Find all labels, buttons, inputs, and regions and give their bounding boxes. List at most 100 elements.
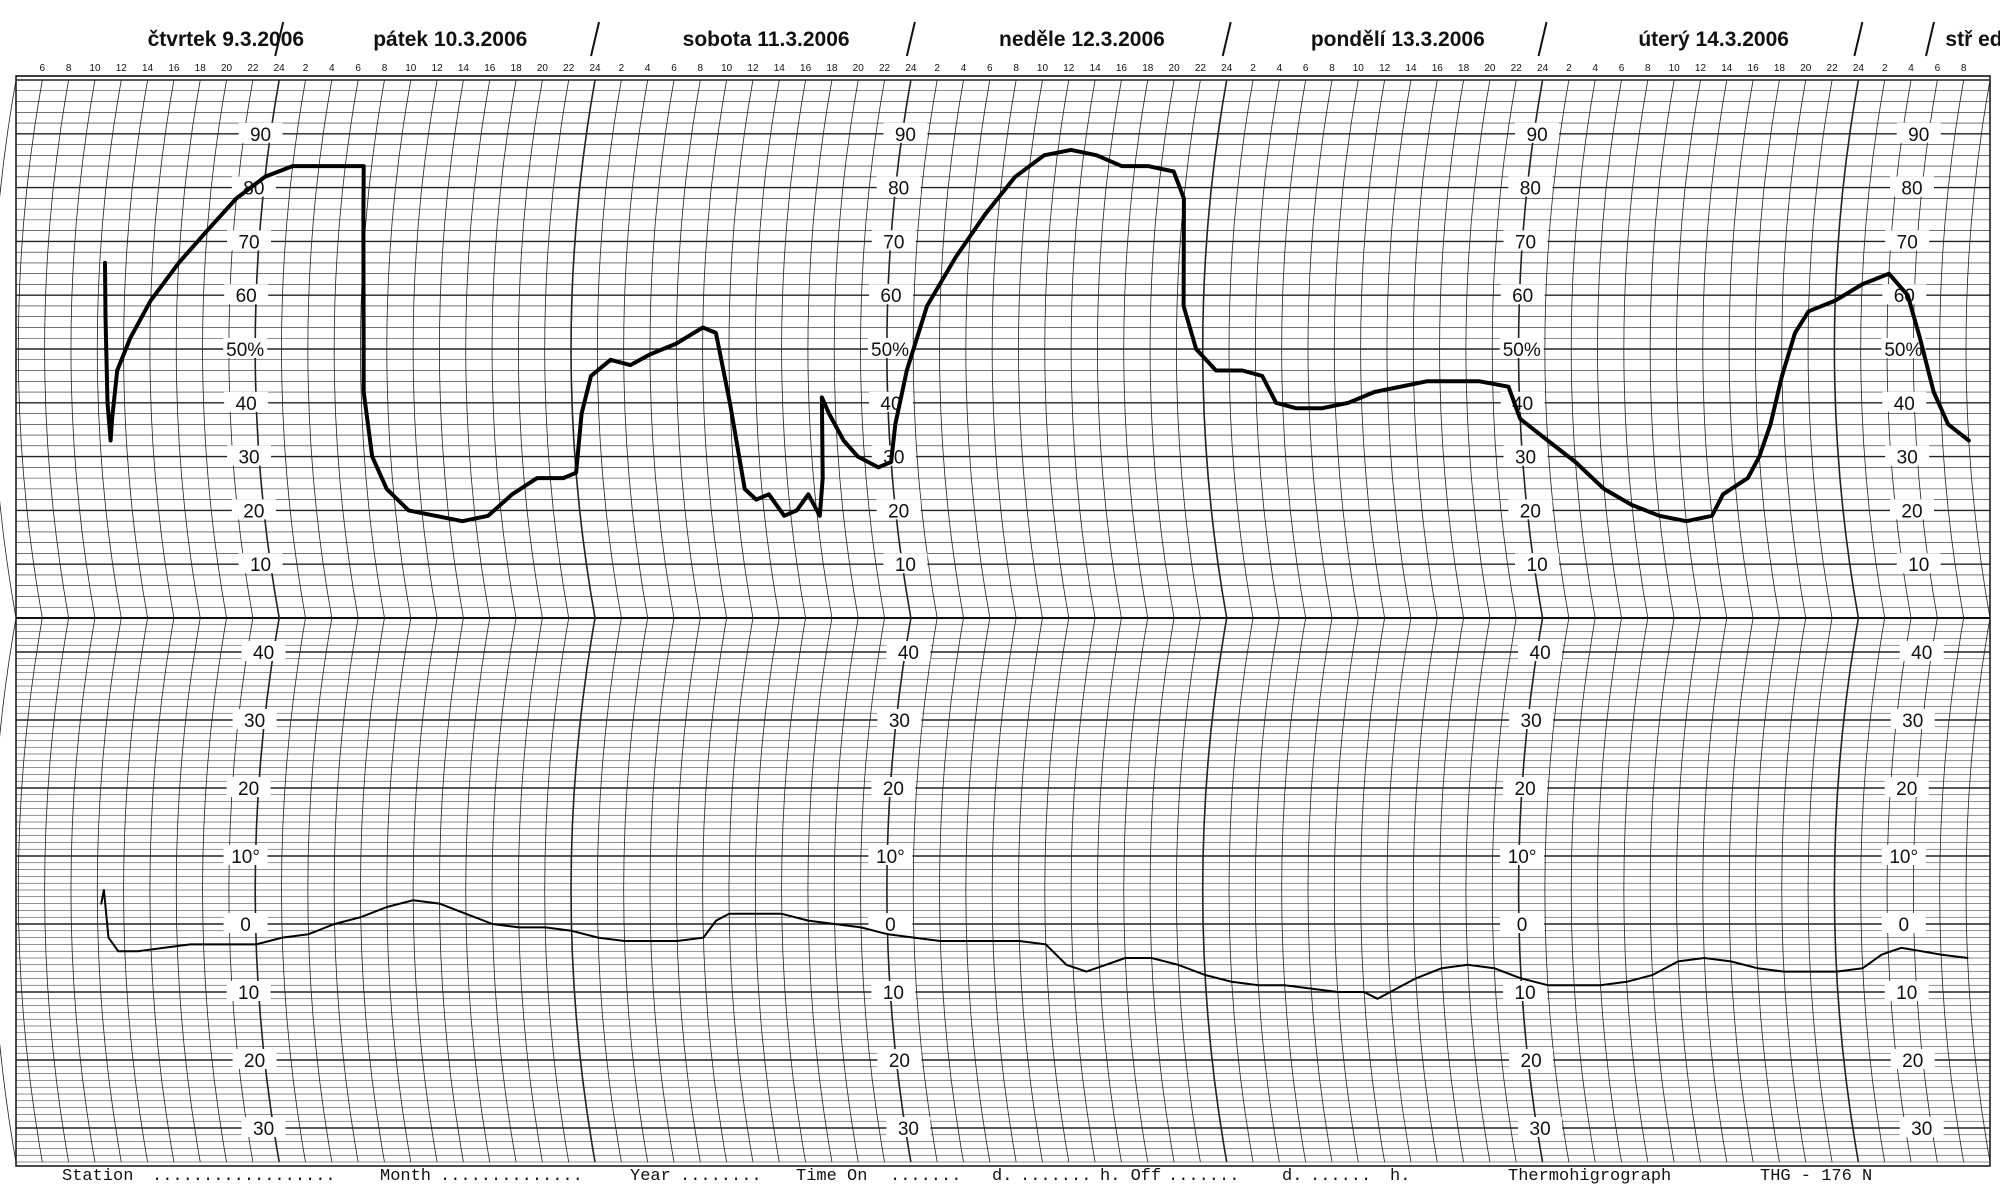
time-arc-humidity bbox=[544, 79, 570, 619]
time-arc-temperature bbox=[44, 617, 70, 1163]
time-arc-temperature bbox=[781, 617, 806, 1163]
humidity-trace-point bbox=[575, 472, 577, 474]
day-label: stř eda 15.3.2006 bbox=[1945, 28, 2000, 51]
hour-tick-label: 6 bbox=[40, 63, 46, 74]
temperature-trace-point bbox=[1703, 957, 1705, 959]
hour-tick-label: 20 bbox=[537, 63, 549, 74]
humidity-trace-point bbox=[821, 396, 823, 398]
hour-tick-label: 8 bbox=[698, 63, 704, 74]
scale-label-bg bbox=[231, 499, 276, 520]
temperature-trace-point bbox=[571, 930, 573, 932]
time-arc-temperature bbox=[1228, 617, 1254, 1163]
time-arc-temperature bbox=[281, 617, 306, 1163]
humidity-trace-point bbox=[487, 515, 489, 517]
time-arc-temperature bbox=[228, 617, 254, 1163]
time-arc-humidity bbox=[675, 79, 701, 619]
footer-dots-1: .................. bbox=[152, 1167, 336, 1186]
time-arc-temperature bbox=[1939, 617, 1965, 1163]
humidity-trace-point bbox=[906, 369, 908, 372]
temperature-trace-point bbox=[913, 937, 915, 939]
scale-label-bg bbox=[869, 284, 913, 305]
scale-label-bg bbox=[883, 553, 928, 574]
humidity-trace-point bbox=[768, 493, 770, 495]
humidity-trace-point bbox=[1603, 488, 1605, 490]
time-arc-humidity bbox=[360, 79, 385, 619]
humidity-scale-label: 90 bbox=[1908, 125, 1929, 146]
hour-tick-label: 14 bbox=[774, 63, 786, 74]
temperature-trace-point bbox=[886, 933, 889, 935]
scale-label-bg bbox=[1508, 176, 1553, 197]
temperature-scale-label: 0 bbox=[885, 915, 896, 936]
hour-tick-label: 2 bbox=[619, 63, 625, 74]
time-arc-humidity bbox=[1281, 79, 1307, 619]
scale-label-bg bbox=[1500, 913, 1545, 933]
day-separator bbox=[274, 21, 285, 57]
hour-tick-label: 8 bbox=[1961, 63, 1967, 74]
hour-tick-label: 20 bbox=[221, 63, 233, 74]
hour-tick-label: 18 bbox=[1142, 63, 1154, 74]
hour-tick-label: 18 bbox=[826, 63, 838, 74]
humidity-scale-label: 40 bbox=[236, 394, 257, 415]
humidity-trace-point bbox=[1147, 165, 1149, 167]
temperature-trace-point bbox=[1415, 977, 1417, 980]
humidity-scale-label: 90 bbox=[1527, 125, 1548, 146]
scale-label-bg bbox=[223, 338, 268, 358]
time-arc-temperature bbox=[1254, 617, 1280, 1163]
day-label: úterý 14.3.2006 bbox=[1638, 28, 1789, 51]
time-arc-temperature bbox=[439, 617, 464, 1163]
time-arc-humidity bbox=[1860, 79, 1886, 619]
hour-tick-label: 14 bbox=[142, 63, 154, 74]
hour-tick-row: 6 8 10 12 14 16 18 20 22 24 2 4 6 8 10 12 14 16 18 20 22 24 2 4… bbox=[16, 63, 1990, 77]
temperature-scale-label: 40 bbox=[253, 643, 274, 664]
temperature-trace-point bbox=[807, 920, 809, 922]
hour-tick-label: 2 bbox=[303, 63, 309, 74]
humidity-trace-point bbox=[1373, 391, 1375, 393]
scale-label-bg bbox=[241, 1117, 286, 1137]
temperature-trace-point bbox=[137, 950, 139, 952]
time-arc-temperature bbox=[965, 617, 991, 1163]
time-arc-humidity bbox=[833, 79, 859, 619]
humidity-trace-point bbox=[675, 343, 677, 345]
temperature-trace-point bbox=[1626, 981, 1628, 983]
hour-tick-label: 16 bbox=[1748, 63, 1760, 74]
scale-label-bg bbox=[241, 641, 286, 661]
time-arc-temperature bbox=[1860, 617, 1886, 1163]
day-label: pátek 10.3.2006 bbox=[373, 28, 527, 51]
hour-tick-label: 10 bbox=[1669, 63, 1681, 74]
time-arc-temperature bbox=[1544, 617, 1570, 1163]
humidity-scale-label: 80 bbox=[1901, 179, 1922, 200]
humidity-scale-label: 20 bbox=[243, 501, 264, 522]
hour-tick-label: 18 bbox=[511, 63, 523, 74]
temperature-trace-point bbox=[1809, 971, 1811, 973]
time-arc-temperature bbox=[1807, 617, 1833, 1163]
humidity-scale-label: 70 bbox=[238, 232, 259, 253]
scale-label-bg bbox=[1881, 913, 1926, 933]
time-arc-temperature bbox=[1360, 617, 1386, 1163]
time-arc-humidity bbox=[281, 79, 306, 619]
time-arc-temperature bbox=[1281, 617, 1307, 1163]
time-arc-humidity bbox=[965, 79, 991, 619]
time-arc-humidity bbox=[1939, 79, 1965, 619]
humidity-scale-label: 80 bbox=[243, 179, 264, 200]
humidity-trace-point bbox=[1758, 456, 1760, 458]
scale-label-bg bbox=[876, 176, 921, 197]
time-arc-temperature bbox=[1833, 617, 1860, 1163]
time-arc-temperature bbox=[1176, 617, 1201, 1163]
humidity-trace-point bbox=[926, 305, 928, 307]
time-arc-humidity bbox=[991, 79, 1017, 619]
time-arc-humidity bbox=[412, 79, 438, 619]
scale-label-bg bbox=[1500, 845, 1545, 865]
temperature-trace-point bbox=[189, 943, 191, 946]
hour-tick-label: 6 bbox=[1619, 63, 1625, 74]
time-arc-humidity bbox=[1755, 79, 1780, 619]
scale-label-bg bbox=[877, 1049, 922, 1069]
scale-label-bg bbox=[868, 913, 913, 933]
hour-tick-label: 18 bbox=[195, 63, 207, 74]
humidity-trace-point bbox=[581, 413, 583, 415]
time-arc-humidity bbox=[333, 79, 359, 619]
scale-label-bg bbox=[1896, 553, 1941, 574]
scale-columns: 90 80 70 60 50% 40 30 20 10 40 30 20 10° 0 10 20 30 90 80 7… bbox=[223, 122, 1944, 1140]
time-arc-temperature bbox=[1123, 617, 1149, 1163]
scale-label-bg bbox=[1884, 777, 1929, 797]
